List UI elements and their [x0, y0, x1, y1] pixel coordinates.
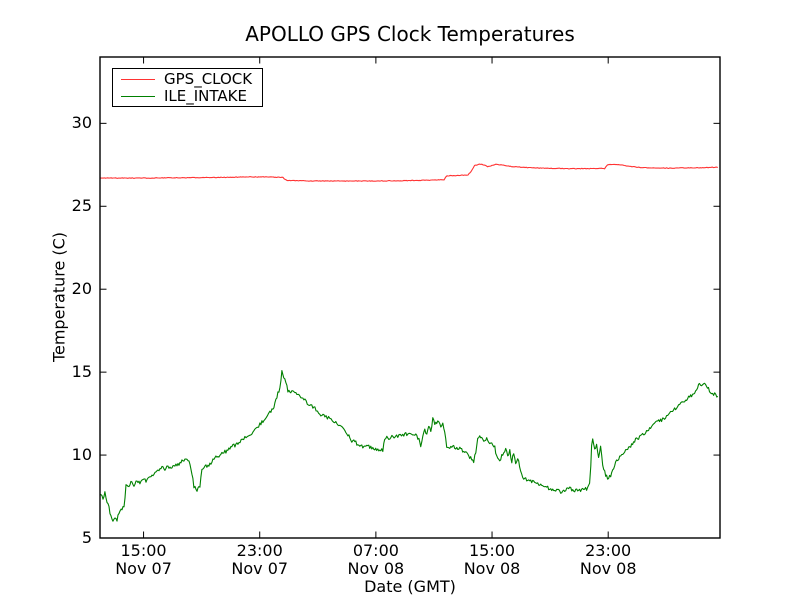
x-tick-label-date: Nov 08 [579, 559, 637, 578]
series-line-ile_intake [99, 370, 719, 522]
legend-label: GPS_CLOCK [164, 70, 253, 88]
series-line-gps_clock [100, 163, 718, 182]
legend: GPS_CLOCK ILE_INTAKE [112, 68, 264, 107]
x-tick-label-date: Nov 08 [463, 559, 521, 578]
legend-line-sample [121, 78, 155, 80]
y-tick-label: 10 [71, 445, 92, 465]
x-axis-label: Date (GMT) [364, 577, 456, 596]
x-tick-label-date: Nov 07 [231, 559, 289, 578]
x-tick-label-date: Nov 08 [347, 559, 405, 578]
y-tick-label: 5 [81, 528, 92, 547]
chart-title: APOLLO GPS Clock Temperatures [245, 22, 575, 46]
x-tick-label-date: Nov 07 [115, 559, 172, 578]
legend-entry-ile_intake: ILE_INTAKE [121, 88, 252, 104]
y-tick-label: 20 [71, 279, 92, 299]
y-tick-label: 25 [71, 196, 92, 216]
legend-label: ILE_INTAKE [164, 87, 247, 105]
x-tick-label-time: 15:00 [468, 541, 516, 560]
legend-entry-gps_clock: GPS_CLOCK [121, 71, 252, 87]
y-tick-label: 15 [71, 362, 92, 382]
legend-line-sample [121, 95, 155, 97]
x-tick-label-time: 23:00 [585, 541, 632, 560]
x-tick-label-time: 07:00 [352, 541, 399, 560]
axes-frame [99, 56, 721, 539]
x-tick-label-time: 15:00 [120, 541, 167, 560]
x-tick-label-time: 23:00 [236, 541, 283, 560]
y-tick-label: 30 [71, 113, 92, 133]
